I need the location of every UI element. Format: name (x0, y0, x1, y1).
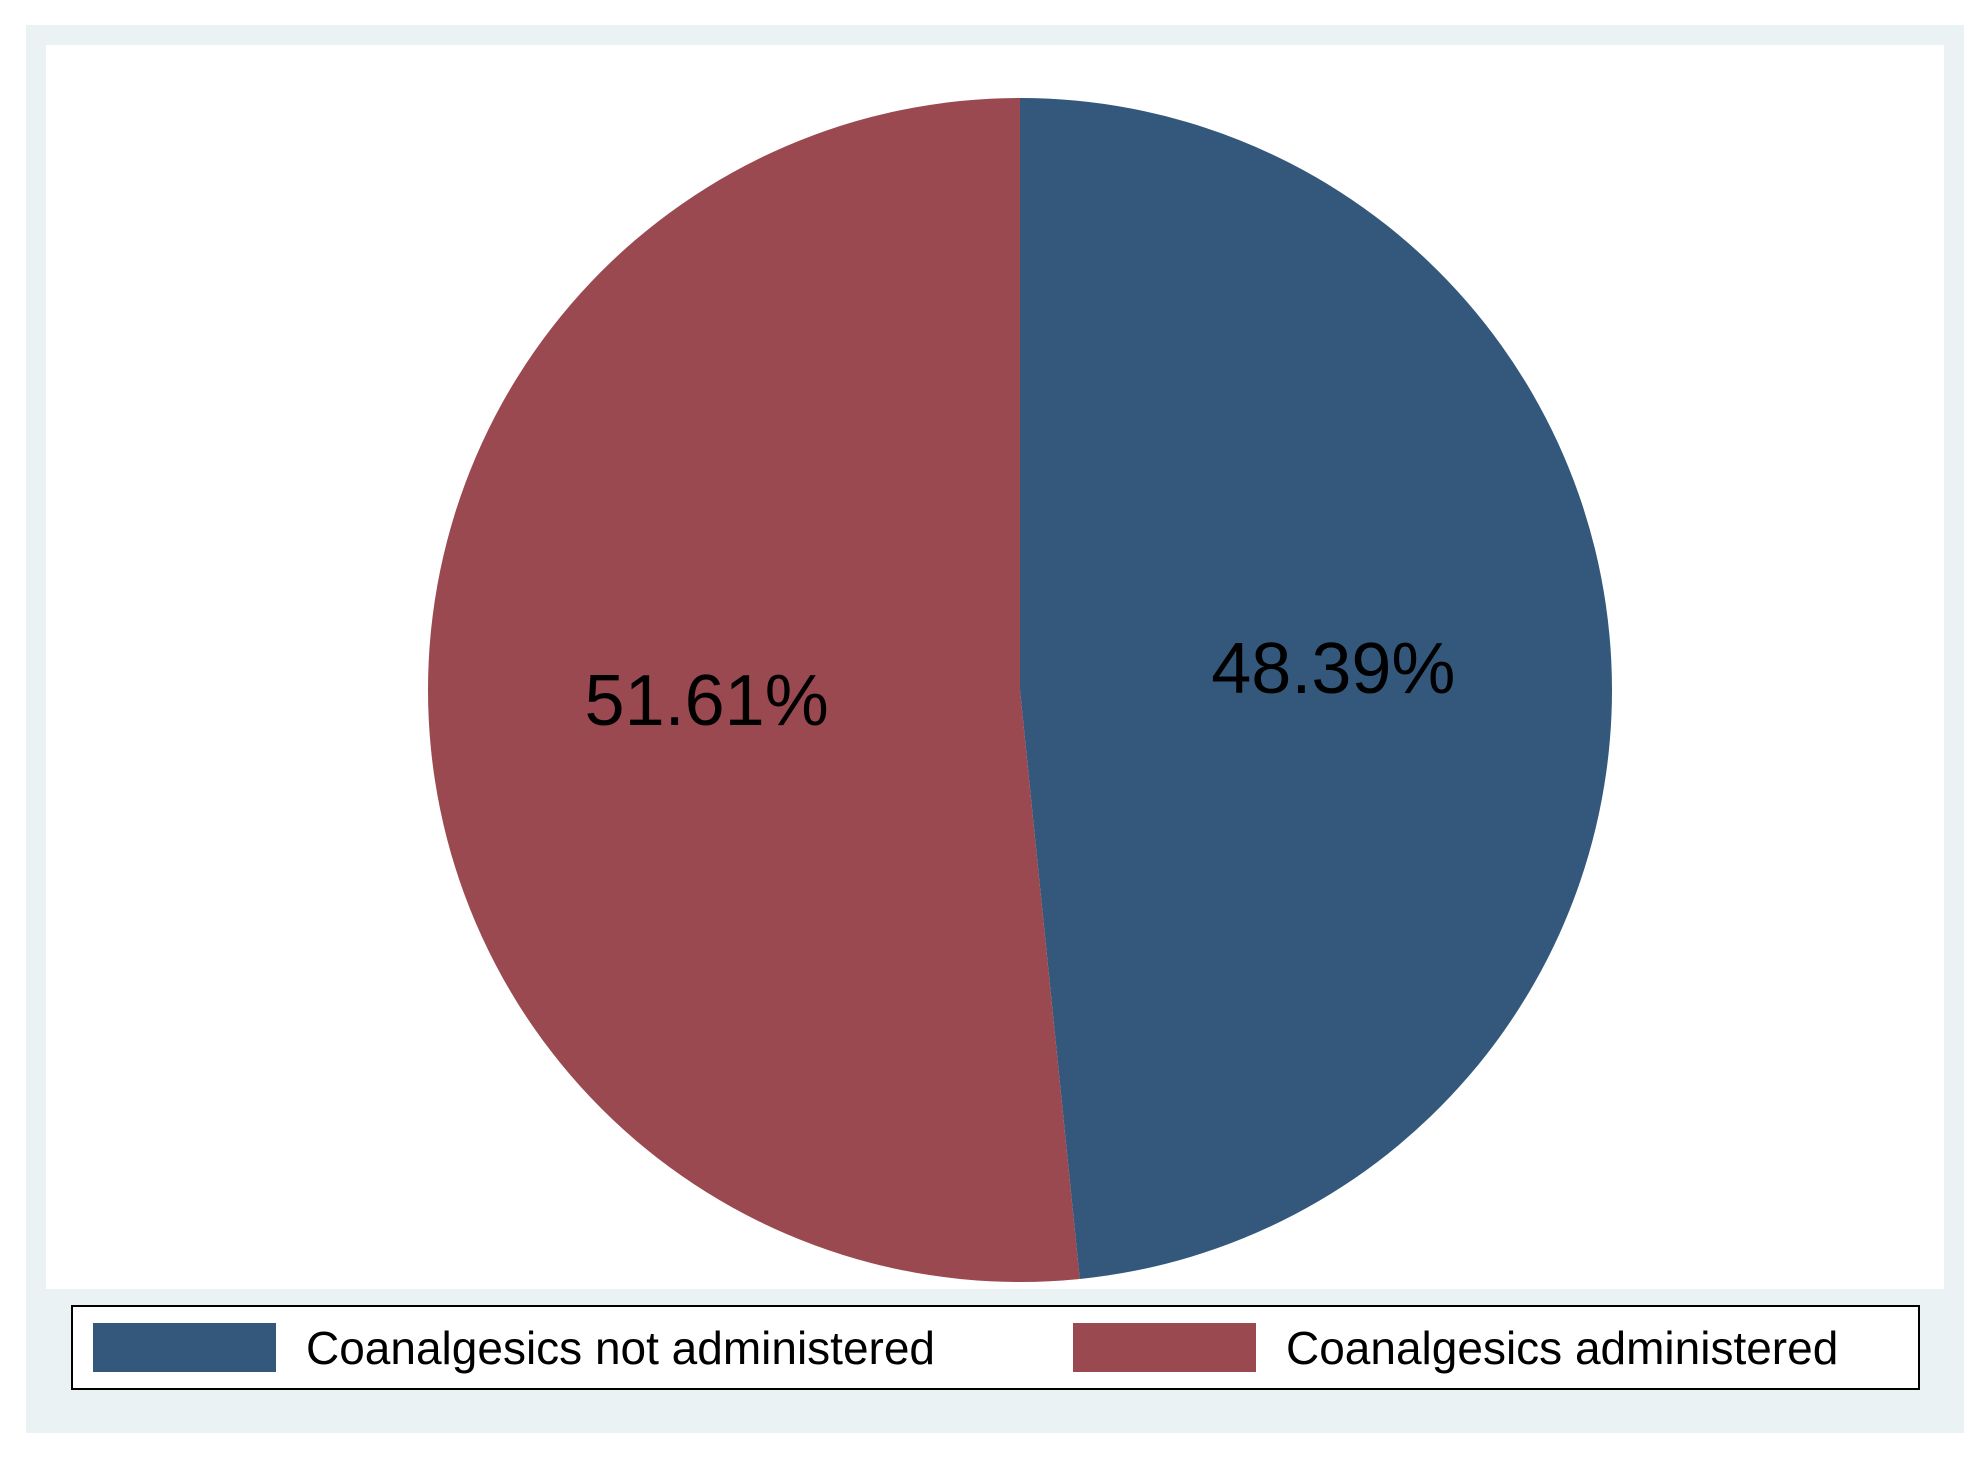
pie-label-not-administered: 48.39% (1211, 629, 1455, 709)
legend-label-administered: Coanalgesics administered (1286, 1321, 1839, 1374)
legend-swatch-administered (1073, 1323, 1256, 1372)
legend-item-not-administered: Coanalgesics not administered (93, 1307, 935, 1388)
legend-item-administered: Coanalgesics administered (1073, 1307, 1838, 1388)
pie-slice-not-administered (1020, 98, 1613, 1279)
chart-frame: 48.39% 51.61% Coanalgesics not administer… (26, 25, 1964, 1433)
legend-label-not-administered: Coanalgesics not administered (306, 1321, 936, 1374)
legend: Coanalgesics not administered Coanalgesi… (71, 1305, 1920, 1390)
pie-label-administered: 51.61% (585, 661, 829, 741)
pie-chart: 48.39% 51.61% (428, 98, 1613, 1282)
legend-swatch-not-administered (93, 1323, 276, 1372)
plot-area: 48.39% 51.61% (46, 45, 1944, 1289)
pie-slice-administered (428, 98, 1080, 1282)
